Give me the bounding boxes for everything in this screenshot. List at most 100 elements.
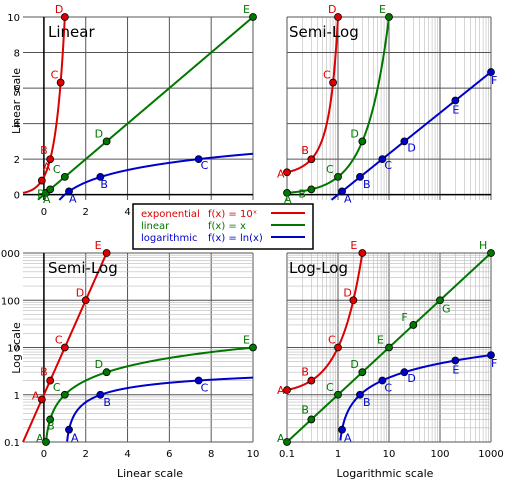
exponential-point <box>283 168 291 177</box>
exponential-point <box>283 386 291 394</box>
point-label: C <box>51 69 59 82</box>
linear-point <box>307 415 316 424</box>
linear-point <box>46 415 55 424</box>
point-label: C <box>53 381 61 394</box>
linear-point <box>334 173 342 181</box>
linear-point <box>385 13 393 21</box>
x-axis-title-right: Logarithmic scale <box>337 467 434 480</box>
point-label: D <box>343 286 351 299</box>
point-label: B <box>301 403 309 416</box>
exponential-point <box>37 176 46 185</box>
point-label: E <box>243 3 250 16</box>
exponential-point <box>307 376 316 385</box>
point-label: E <box>452 104 459 117</box>
point-label: C <box>201 159 209 172</box>
point-label: F <box>491 74 497 87</box>
point-label: D <box>350 127 358 140</box>
point-label: D <box>95 358 103 371</box>
linear-point <box>60 390 69 399</box>
y-tick-label: 4 <box>14 120 20 131</box>
point-label: E <box>95 239 102 252</box>
y-tick-label: 6 <box>14 84 20 95</box>
panel-title: Log-Log <box>289 259 348 277</box>
point-label: E <box>350 239 357 252</box>
point-label: D <box>95 127 103 140</box>
exponential-point <box>349 296 358 305</box>
legend-formula: f(x) = x <box>208 221 246 232</box>
point-label: C <box>326 163 334 176</box>
panel-title: Linear <box>48 23 95 41</box>
point-label: C <box>55 334 63 347</box>
x-tick-label: 0.1 <box>279 449 295 460</box>
point-label: C <box>384 382 392 395</box>
exponential-point <box>46 376 55 385</box>
linear-curve <box>37 16 254 201</box>
linear-point <box>409 321 418 329</box>
logarithmic-point <box>65 425 73 434</box>
linear-point <box>46 185 55 194</box>
exponential-point <box>307 155 316 164</box>
logarithmic-point <box>487 68 495 76</box>
x-tick-label: 10 <box>247 449 260 460</box>
point-label: B <box>103 396 111 409</box>
y-axis-title-bottom: Log scale <box>10 322 23 374</box>
x-tick-label: 4 <box>124 449 130 460</box>
point-label: B <box>37 187 45 200</box>
x-tick-label: 0 <box>41 207 47 218</box>
logarithmic-point <box>194 155 203 164</box>
linear-point <box>334 390 342 399</box>
y-tick-label: 100 <box>1 296 20 307</box>
x-axis-title-left: Linear scale <box>117 467 183 480</box>
y-tick-label: 10 <box>7 344 20 355</box>
panel-grid <box>286 16 492 200</box>
legend-formula: f(x) = 10ˣ <box>208 209 257 220</box>
linear-point <box>358 137 367 146</box>
x-tick-label: 1000 <box>478 449 503 460</box>
point-label: D <box>350 358 358 371</box>
point-label: E <box>452 364 459 377</box>
exponential-point <box>102 249 111 257</box>
panel-grid <box>286 252 492 443</box>
panel-title: Semi-Log <box>48 259 118 277</box>
point-label: A <box>284 193 292 206</box>
point-label: D <box>407 141 415 154</box>
logarithmic-curve <box>66 376 254 442</box>
point-label: F <box>401 311 407 324</box>
legend-item-logarithmic: logarithmic f(x) = ln(x) <box>141 233 305 244</box>
logarithmic-curve <box>339 354 492 441</box>
panel-grid <box>23 252 254 443</box>
point-label: A <box>277 384 285 397</box>
linear-point <box>283 438 291 446</box>
point-label: D <box>76 286 84 299</box>
point-label: B <box>298 187 306 200</box>
y-tick-label: 1000 <box>0 249 20 260</box>
point-label: A <box>277 167 285 180</box>
linear-point <box>385 343 393 352</box>
x-tick-label: 1 <box>335 449 341 460</box>
point-label: A <box>32 389 40 402</box>
logarithmic-point <box>378 155 387 164</box>
point-label: E <box>377 334 384 347</box>
exponential-point <box>334 13 342 21</box>
logarithmic-curve <box>58 152 254 201</box>
point-label: B <box>363 396 371 409</box>
point-label: B <box>301 366 309 379</box>
linear-point <box>102 368 111 377</box>
logarithmic-point <box>451 356 460 365</box>
exponential-point <box>81 296 90 305</box>
logarithmic-point <box>451 96 460 105</box>
panel-axes <box>23 17 253 200</box>
linear-point <box>283 188 291 197</box>
y-tick-label: 0 <box>14 191 20 202</box>
logarithmic-point <box>487 351 495 360</box>
linear-point <box>102 137 111 146</box>
point-label: A <box>344 432 352 445</box>
point-label: C <box>201 382 209 395</box>
linear-point <box>307 185 316 194</box>
point-label: A <box>344 192 352 205</box>
logarithmic-point <box>338 425 346 434</box>
exponential-point <box>37 395 46 404</box>
y-tick-label: 0.1 <box>4 438 20 449</box>
legend-box <box>132 203 314 250</box>
linear-point <box>42 438 50 446</box>
